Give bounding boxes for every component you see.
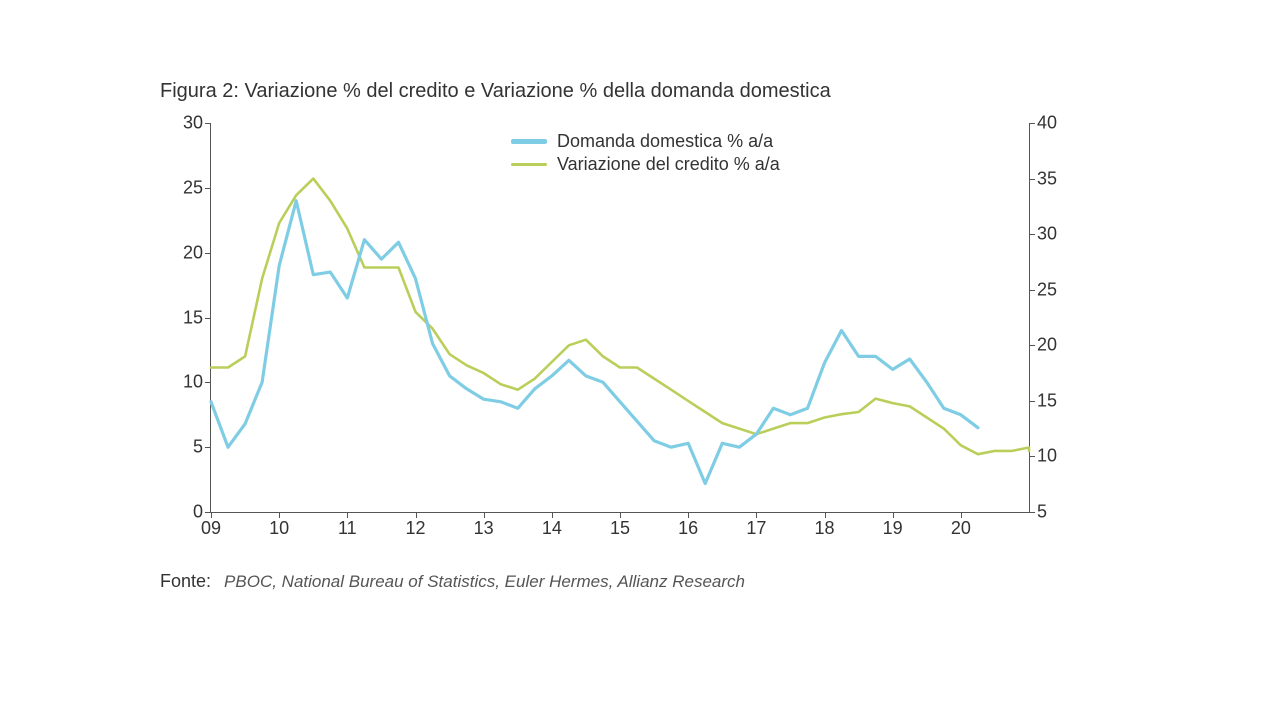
plot-area: Domanda domestica % a/a Variazione del c… xyxy=(210,123,1030,513)
y-right-tick-label: 25 xyxy=(1037,279,1077,300)
legend-label-credito: Variazione del credito % a/a xyxy=(557,154,780,175)
y-left-tick-label: 5 xyxy=(163,437,203,458)
x-tick-label: 10 xyxy=(259,518,299,539)
y-right-tick-label: 40 xyxy=(1037,113,1077,134)
chart-box: Domanda domestica % a/a Variazione del c… xyxy=(160,113,1080,553)
source-text: PBOC, National Bureau of Statistics, Eul… xyxy=(224,572,745,591)
y-right-tick-label: 5 xyxy=(1037,502,1077,523)
figure-container: Figura 2: Variazione % del credito e Var… xyxy=(0,0,1280,720)
x-tick-label: 15 xyxy=(600,518,640,539)
legend-swatch-domanda xyxy=(511,139,547,144)
x-tick-label: 17 xyxy=(736,518,776,539)
series-line-domanda xyxy=(211,201,978,484)
y-left-tick-label: 25 xyxy=(163,177,203,198)
x-tick-label: 13 xyxy=(464,518,504,539)
source-row: Fonte: PBOC, National Bureau of Statisti… xyxy=(160,571,1200,592)
chart-title: Figura 2: Variazione % del credito e Var… xyxy=(160,80,1200,103)
x-tick-label: 11 xyxy=(327,518,367,539)
y-right-tick-label: 15 xyxy=(1037,390,1077,411)
y-left-tick-label: 30 xyxy=(163,113,203,134)
x-tick-label: 09 xyxy=(191,518,231,539)
y-right-tick-label: 20 xyxy=(1037,335,1077,356)
x-tick-label: 20 xyxy=(941,518,981,539)
legend-label-domanda: Domanda domestica % a/a xyxy=(557,131,773,152)
source-label: Fonte: xyxy=(160,571,211,591)
x-tick-label: 18 xyxy=(805,518,845,539)
y-right-tick-label: 35 xyxy=(1037,168,1077,189)
y-right-tick-label: 30 xyxy=(1037,224,1077,245)
x-tick-label: 19 xyxy=(873,518,913,539)
y-left-tick-label: 15 xyxy=(163,307,203,328)
y-left-tick-label: 10 xyxy=(163,372,203,393)
legend-item-domanda: Domanda domestica % a/a xyxy=(511,131,780,152)
legend-item-credito: Variazione del credito % a/a xyxy=(511,154,780,175)
legend: Domanda domestica % a/a Variazione del c… xyxy=(511,131,780,177)
x-tick-label: 12 xyxy=(396,518,436,539)
legend-swatch-credito xyxy=(511,163,547,166)
y-left-tick-label: 20 xyxy=(163,242,203,263)
series-line-credito xyxy=(211,179,1029,455)
y-right-tick-label: 10 xyxy=(1037,446,1077,467)
x-tick-label: 16 xyxy=(668,518,708,539)
x-tick-label: 14 xyxy=(532,518,572,539)
chart-lines-svg xyxy=(211,123,1029,512)
